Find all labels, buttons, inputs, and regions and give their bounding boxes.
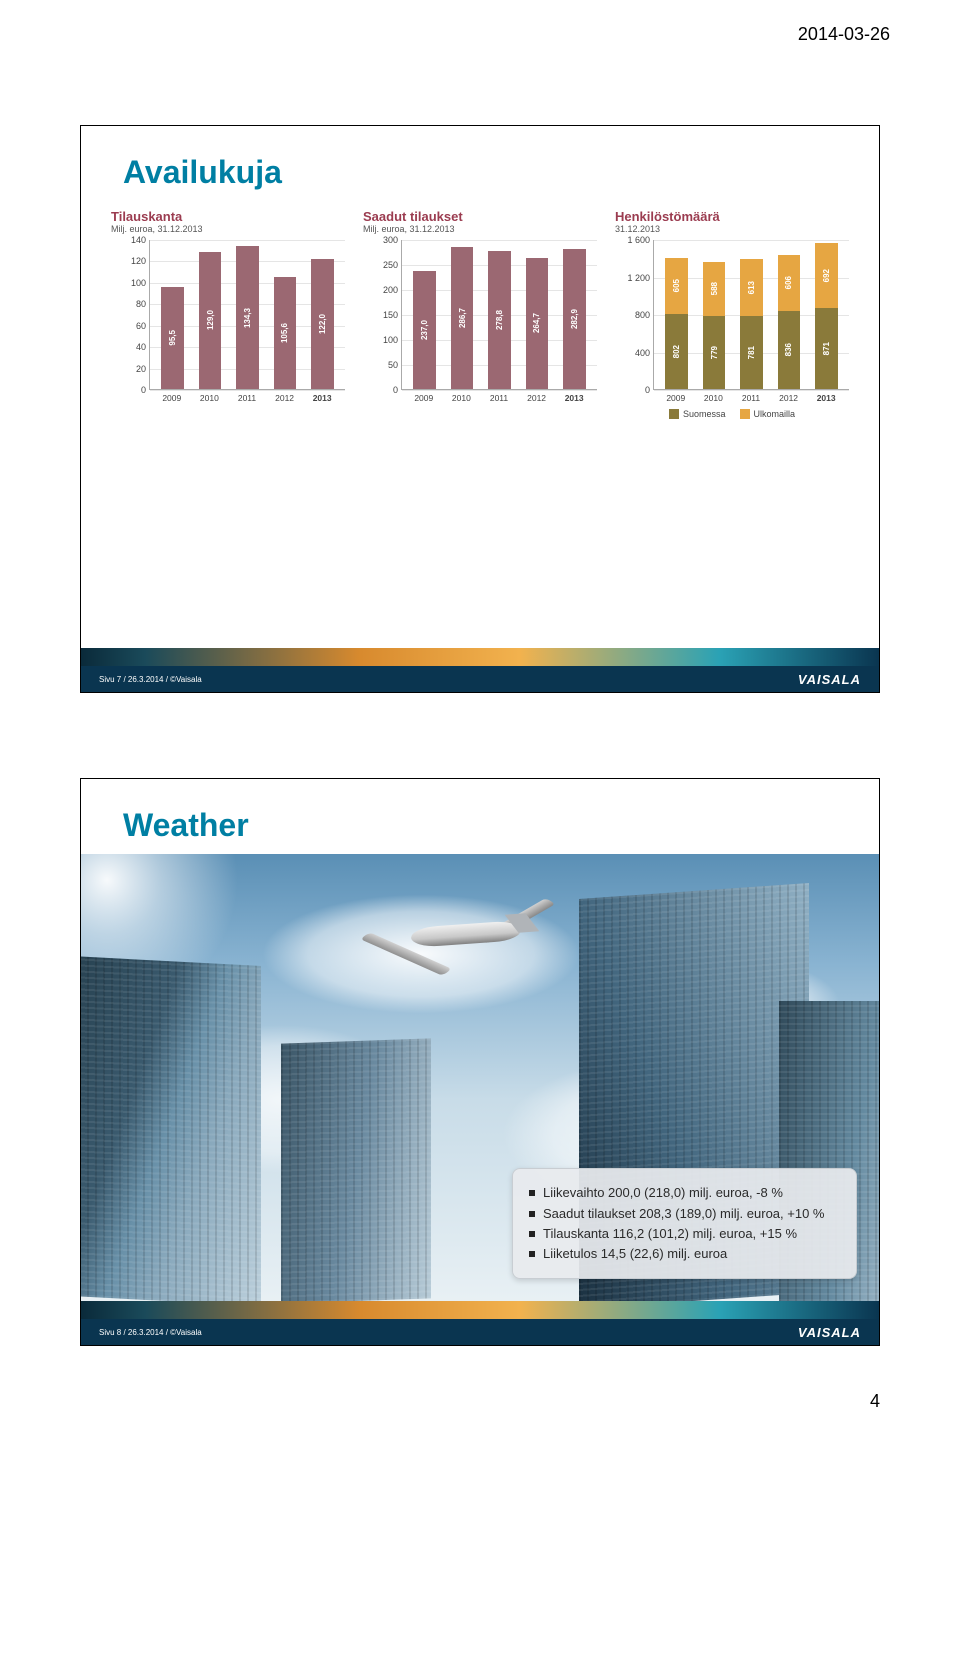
bullet-item: Liiketulos 14,5 (22,6) milj. euroa — [529, 1244, 840, 1264]
slide2-footer: Sivu 8 / 26.3.2014 / ©Vaisala VAISALA — [81, 1301, 879, 1345]
legend-ulkomailla: Ulkomailla — [740, 409, 796, 419]
slide-1: Availukuja Tilauskanta Milj. euroa, 31.1… — [80, 125, 880, 693]
slide1-footer: Sivu 7 / 26.3.2014 / ©Vaisala VAISALA — [81, 648, 879, 692]
bullet-item: Tilauskanta 116,2 (101,2) milj. euroa, +… — [529, 1224, 840, 1244]
slide-2: Weather Liikevaihto 200,0 (218,0) milj. … — [80, 778, 880, 1346]
bullet-item: Saadut tilaukset 208,3 (189,0) milj. eur… — [529, 1204, 840, 1224]
chart-saadut-tilaukset: Saadut tilaukset Milj. euroa, 31.12.2013… — [363, 209, 597, 419]
bullet-list: Liikevaihto 200,0 (218,0) milj. euroa, -… — [529, 1183, 840, 1264]
legend-suomessa: Suomessa — [669, 409, 726, 419]
bullet-item: Liikevaihto 200,0 (218,0) milj. euroa, -… — [529, 1183, 840, 1203]
brand-logo: VAISALA — [798, 1325, 861, 1340]
brand-logo: VAISALA — [798, 672, 861, 687]
chart-henkilostomaara: Henkilöstömäärä 31.12.2013 04008001 2001… — [615, 209, 849, 419]
charts-row: Tilauskanta Milj. euroa, 31.12.2013 0204… — [81, 191, 879, 419]
slide2-title: Weather — [81, 779, 879, 844]
page-number: 4 — [0, 1346, 960, 1442]
weather-photo: Liikevaihto 200,0 (218,0) milj. euroa, -… — [81, 854, 879, 1301]
page-date: 2014-03-26 — [0, 0, 960, 55]
chart1-subtitle: Milj. euroa, 31.12.2013 — [111, 224, 345, 234]
chart3-title: Henkilöstömäärä — [615, 209, 849, 224]
chart-tilauskanta: Tilauskanta Milj. euroa, 31.12.2013 0204… — [111, 209, 345, 419]
slide2-footer-text: Sivu 8 / 26.3.2014 / ©Vaisala — [99, 1328, 202, 1337]
chart2-subtitle: Milj. euroa, 31.12.2013 — [363, 224, 597, 234]
chart2-title: Saadut tilaukset — [363, 209, 597, 224]
slide1-title: Availukuja — [81, 126, 879, 191]
chart1-title: Tilauskanta — [111, 209, 345, 224]
info-panel: Liikevaihto 200,0 (218,0) milj. euroa, -… — [512, 1168, 857, 1279]
chart3-subtitle: 31.12.2013 — [615, 224, 849, 234]
slide1-footer-text: Sivu 7 / 26.3.2014 / ©Vaisala — [99, 675, 202, 684]
chart3-legend: Suomessa Ulkomailla — [615, 409, 849, 419]
